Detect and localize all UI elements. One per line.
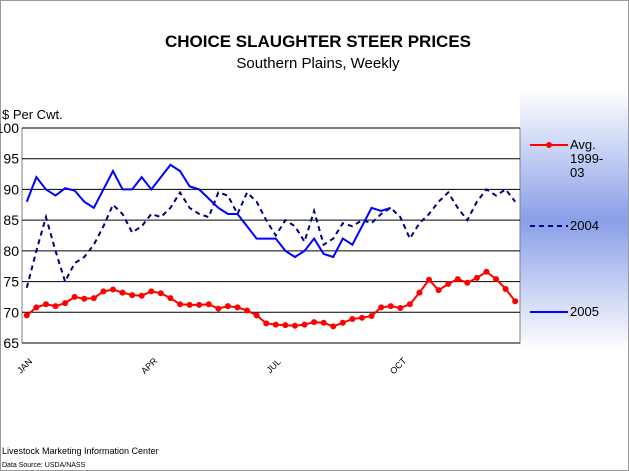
chart-subtitle: Southern Plains, Weekly (236, 55, 400, 72)
y-tick-label: 90 (3, 181, 19, 197)
series-marker (224, 303, 231, 310)
series-marker (196, 301, 203, 308)
series-marker (502, 285, 509, 292)
series-marker (215, 305, 222, 312)
x-tick-label: JUL (264, 357, 282, 375)
series-line (25, 188, 517, 288)
series-marker (62, 300, 69, 307)
series-marker (483, 268, 490, 275)
y-tick-label: 100 (0, 120, 19, 136)
series-marker (406, 301, 413, 308)
series-marker (291, 322, 298, 329)
legend-label: 2005 (570, 304, 599, 319)
series-marker (244, 307, 251, 314)
series-marker (148, 288, 155, 295)
x-tick-label: OCT (388, 355, 409, 376)
legend-label: 2004 (570, 218, 599, 233)
x-tick-label: APR (139, 355, 160, 376)
series-marker (339, 319, 346, 326)
series-marker (177, 301, 184, 308)
y-axis-label: $ Per Cwt. (2, 107, 63, 122)
series-line (26, 270, 517, 328)
y-tick-label: 85 (3, 212, 19, 228)
series-marker (320, 319, 327, 326)
series-marker (90, 295, 97, 302)
series-marker (426, 276, 433, 283)
series-marker (397, 304, 404, 311)
background-band (520, 90, 629, 350)
series-marker (253, 312, 260, 319)
source: Livestock Marketing Information Center (2, 446, 159, 456)
series-marker (263, 320, 270, 327)
series-marker (138, 292, 145, 299)
series-marker (23, 312, 30, 319)
x-tick-label: JAN (15, 356, 34, 375)
series-marker (205, 301, 212, 308)
y-tick-label: 80 (3, 243, 19, 259)
series-marker (282, 322, 289, 329)
series-marker (473, 274, 480, 281)
series-marker (368, 312, 375, 319)
series-marker (454, 276, 461, 283)
y-tick-label: 65 (3, 335, 19, 351)
chart-title: CHOICE SLAUGHTER STEER PRICES (165, 32, 471, 51)
series-marker (100, 288, 107, 295)
series-marker (119, 289, 126, 296)
plot-area (21, 127, 521, 344)
data-source: Data Source: USDA/NASS (2, 462, 86, 469)
series-marker (167, 295, 174, 302)
series-marker (157, 290, 164, 297)
y-tick-label: 70 (3, 304, 19, 320)
series-marker (349, 316, 356, 323)
series-marker (378, 304, 385, 311)
series-marker (52, 303, 59, 310)
series-marker (109, 286, 116, 293)
series-marker (387, 303, 394, 310)
series-marker (272, 321, 279, 328)
legend-label: Avg. 1999-03 (570, 137, 604, 180)
series-marker (129, 292, 136, 299)
series-marker (81, 295, 88, 302)
series-marker (358, 314, 365, 321)
series-marker (416, 289, 423, 296)
y-tick-label: 95 (3, 151, 19, 167)
series-marker (234, 304, 241, 311)
series-marker (464, 279, 471, 286)
series-marker (311, 319, 318, 326)
series-marker (445, 281, 452, 288)
legend-marker (546, 142, 552, 148)
series-marker (71, 293, 78, 300)
series-line (25, 163, 392, 259)
series-marker (435, 287, 442, 294)
series-marker (493, 276, 500, 283)
series-marker (33, 304, 40, 311)
series-marker (186, 301, 193, 308)
series-marker (512, 298, 519, 305)
y-tick-label: 75 (3, 274, 19, 290)
series-marker (42, 301, 49, 308)
series-marker (301, 321, 308, 328)
series-marker (330, 323, 337, 330)
